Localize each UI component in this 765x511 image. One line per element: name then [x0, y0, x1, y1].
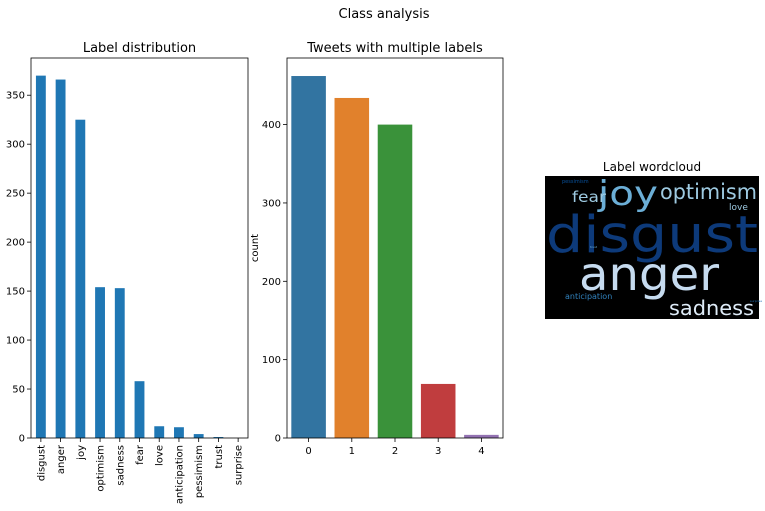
x-tick-label: optimism [96, 445, 107, 492]
x-tick-label: 1 [349, 446, 355, 457]
x-tick-label: disgust [36, 445, 47, 481]
chart1-x-axis: disgust anger joy optimism sadness fear love an… [36, 438, 245, 504]
bar-0 [291, 76, 326, 438]
y-tick-label: 300 [262, 198, 281, 209]
chart1-bars [35, 75, 224, 439]
word-sadness: sadness [669, 296, 754, 320]
word-love: love [729, 203, 748, 213]
y-tick-label: 150 [6, 287, 25, 298]
bar-anticipation [174, 427, 184, 438]
bar-optimism [95, 287, 105, 438]
label-distribution-chart: Label distribution 0 50 100 150 200 250 300 350… [6, 41, 249, 504]
x-tick-label: 2 [392, 446, 398, 457]
chart1-y-axis: 0 50 100 150 200 250 300 350 [6, 91, 31, 445]
y-tick-label: 400 [262, 120, 281, 131]
chart2-ylabel: count [250, 234, 261, 262]
y-tick-label: 0 [19, 434, 25, 445]
x-tick-label: joy [76, 445, 87, 461]
y-tick-label: 50 [12, 385, 25, 396]
y-tick-label: 200 [262, 277, 281, 288]
bar-2 [377, 124, 413, 439]
chart2-bars [291, 76, 499, 439]
word-joy: joy [597, 174, 658, 214]
bar-3 [420, 383, 456, 438]
y-tick-label: 100 [6, 336, 25, 347]
x-tick-label: 4 [478, 446, 484, 457]
x-tick-label: fear [135, 444, 146, 465]
multi-label-count-chart: Tweets with multiple labels count 010020… [250, 41, 504, 457]
bar-sadness [114, 288, 125, 438]
bar-joy [75, 119, 86, 438]
wordcloud-background [545, 176, 759, 319]
word-surprise: surprise [750, 299, 762, 303]
y-tick-label: 0 [275, 434, 281, 445]
chart1-title: Label distribution [83, 41, 196, 56]
x-tick-label: anger [56, 444, 67, 474]
word-fear: fear [572, 188, 607, 206]
y-tick-label: 250 [6, 189, 25, 200]
chart2-x-axis: 0 1 2 3 4 [305, 438, 485, 457]
x-tick-label: pessimism [194, 445, 205, 498]
figure-suptitle: Class analysis [339, 7, 430, 22]
x-tick-label: anticipation [174, 445, 185, 504]
x-tick-label: sadness [115, 445, 126, 486]
wordcloud-title: Label wordcloud [603, 160, 701, 174]
word-optimism: optimism [660, 180, 757, 204]
chart2-y-axis: 0 100 200 300 400 [262, 120, 287, 445]
bar-1 [334, 97, 370, 438]
word-pessimism: pessimism [562, 179, 589, 185]
chart2-title: Tweets with multiple labels [306, 41, 483, 56]
bar-disgust [35, 75, 46, 438]
word-anticipation: anticipation [565, 292, 612, 301]
y-tick-label: 300 [6, 140, 25, 151]
chart1-frame [30, 57, 249, 439]
bar-anger [55, 79, 66, 439]
x-tick-label: 3 [435, 446, 441, 457]
x-tick-label: love [155, 445, 166, 466]
y-tick-label: 100 [262, 355, 281, 366]
word-disgust: disgust [546, 206, 758, 265]
bar-pessimism [193, 434, 204, 438]
bar-love [154, 426, 165, 438]
word-anger: anger [579, 247, 719, 301]
word-trust: trust [590, 245, 598, 249]
x-tick-label: trust [214, 445, 225, 469]
bar-4 [464, 434, 499, 438]
bar-fear [134, 381, 145, 438]
x-tick-label: 0 [305, 446, 311, 457]
x-tick-label: surprise [234, 445, 245, 485]
y-tick-label: 350 [6, 91, 25, 102]
bar-trust [213, 437, 224, 438]
y-tick-label: 200 [6, 238, 25, 249]
chart2-frame [286, 57, 504, 439]
label-wordcloud: Label wordcloud disgust anger joy optimi… [545, 160, 762, 320]
